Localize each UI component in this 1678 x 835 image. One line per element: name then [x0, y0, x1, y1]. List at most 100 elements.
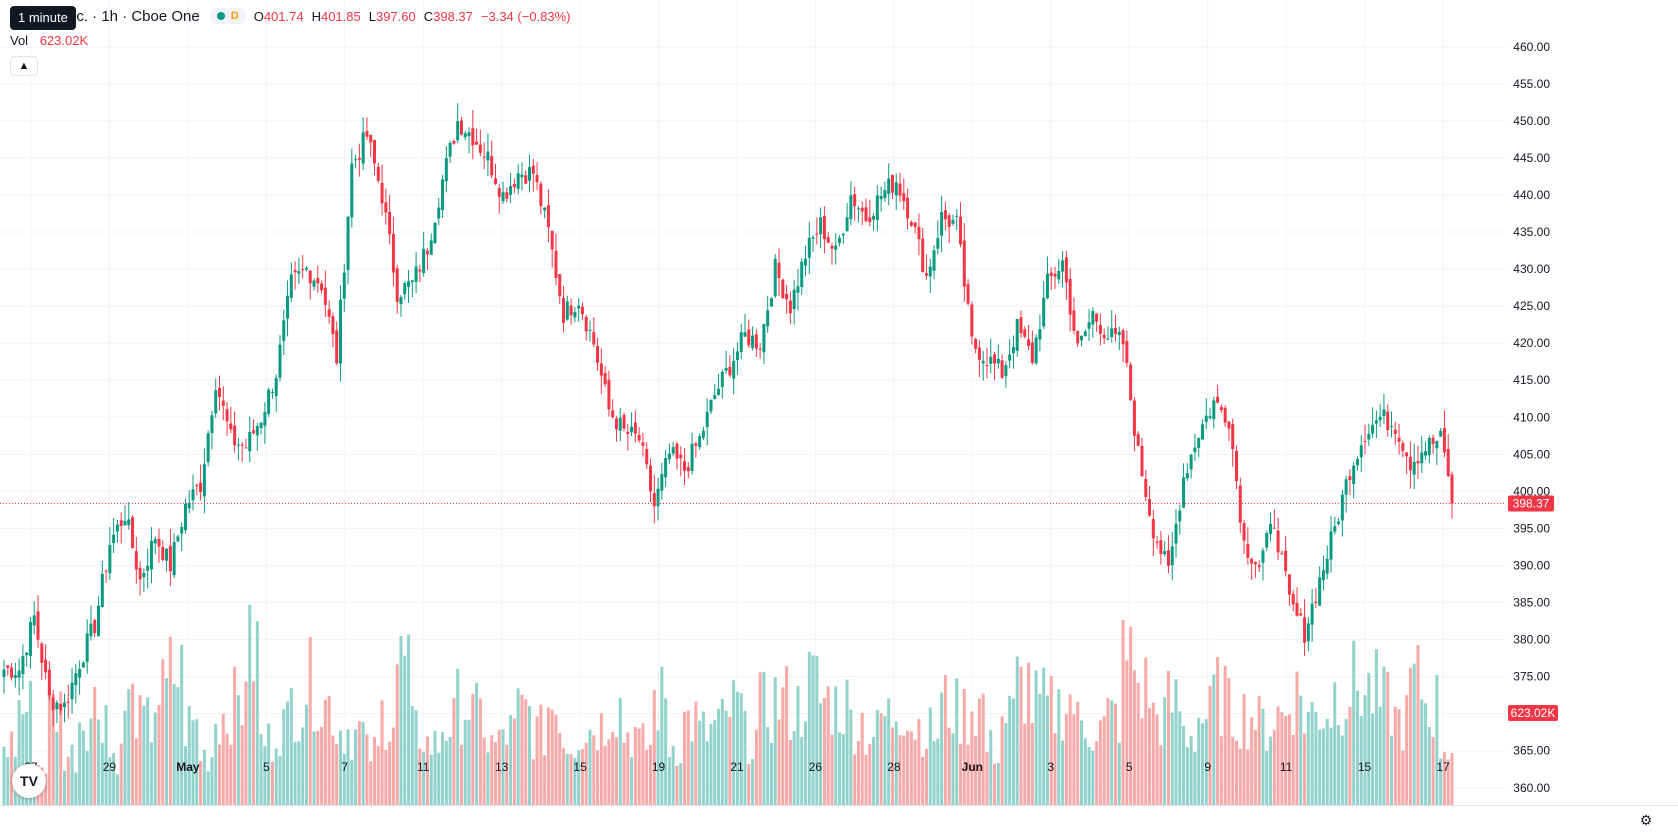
- volume-bar: [1030, 722, 1034, 805]
- volume-bar: [478, 698, 482, 805]
- candle-body: [1023, 329, 1027, 337]
- tradingview-logo-icon[interactable]: TV: [12, 764, 46, 798]
- candle-body: [804, 258, 808, 266]
- gear-icon[interactable]: ⚙: [1639, 812, 1653, 828]
- ohlc-o: O401.74: [253, 8, 304, 24]
- candle-body: [131, 517, 135, 549]
- candle-body: [459, 120, 463, 135]
- candle-body: [59, 703, 63, 711]
- candle-body: [531, 165, 535, 174]
- volume-bar: [149, 742, 153, 805]
- candle-body: [1129, 364, 1133, 401]
- candle-body: [788, 300, 792, 314]
- volume-bar: [603, 745, 607, 805]
- volume-bar: [1390, 735, 1394, 805]
- volume-bar: [100, 742, 104, 805]
- volume-bar: [705, 741, 709, 805]
- candle-body: [89, 623, 93, 637]
- candle-body: [947, 215, 951, 227]
- candle-body: [1450, 474, 1454, 504]
- candle-body: [951, 219, 955, 224]
- volume-bar: [191, 720, 195, 805]
- volume-bar: [879, 713, 883, 805]
- volume-bar: [229, 744, 233, 805]
- volume-bar: [244, 681, 248, 805]
- candle-body: [1083, 331, 1087, 337]
- candle-body: [577, 305, 581, 309]
- volume-bar: [936, 738, 940, 805]
- volume-bar: [85, 750, 89, 805]
- candle-body: [660, 473, 664, 491]
- candle-body: [1178, 510, 1182, 522]
- candle-body: [10, 667, 14, 678]
- volume-bar: [441, 732, 445, 805]
- volume-bar: [773, 677, 777, 805]
- candle-body: [1079, 335, 1083, 341]
- volume-bar: [580, 749, 584, 805]
- candle-body: [62, 702, 66, 708]
- volume-bar: [1079, 720, 1083, 805]
- volume-bar: [1303, 733, 1307, 805]
- volume-bar: [683, 711, 687, 805]
- volume-bar: [1344, 718, 1348, 805]
- candle-body: [214, 390, 218, 414]
- candle-body: [1004, 364, 1008, 377]
- volume-bar: [297, 741, 301, 805]
- candle-body: [244, 447, 248, 449]
- candle-body: [1231, 424, 1235, 450]
- price-tick-label: 365.00: [1513, 744, 1550, 758]
- candle-body: [1355, 459, 1359, 466]
- collapse-legend-button[interactable]: ▲: [10, 56, 38, 76]
- candle-body: [44, 659, 48, 673]
- candle-body: [1321, 570, 1325, 581]
- symbol-name[interactable]: nc. · 1h · Cboe One: [68, 7, 200, 25]
- candle-body: [921, 238, 925, 273]
- candle-body: [1269, 523, 1273, 534]
- volume-bar: [490, 735, 494, 805]
- candle-body: [1057, 270, 1061, 280]
- volume-bar: [913, 739, 917, 805]
- volume-bar: [807, 651, 811, 805]
- candle-body: [603, 372, 607, 385]
- candle-body: [388, 211, 392, 235]
- volume-bar: [463, 719, 467, 805]
- candle-body: [645, 449, 649, 465]
- volume-bar: [414, 710, 418, 805]
- candle-body: [1333, 526, 1337, 532]
- volume-bar: [1231, 736, 1235, 805]
- volume-bar: [1291, 734, 1295, 805]
- candle-body: [819, 217, 823, 235]
- volume-bar: [195, 719, 199, 805]
- candle-body: [1352, 465, 1356, 484]
- volume-bar: [974, 735, 978, 805]
- volume-bar: [792, 731, 796, 805]
- volume-bar: [618, 697, 622, 805]
- volume-bar: [263, 746, 267, 805]
- candle-body: [1420, 452, 1424, 464]
- volume-bar: [985, 752, 989, 805]
- candle-body: [183, 503, 187, 531]
- volume-bar: [512, 718, 516, 805]
- candle-body: [202, 464, 206, 497]
- volume-bar: [675, 765, 679, 805]
- volume-label: Vol: [10, 33, 29, 48]
- volume-bar: [906, 730, 910, 805]
- volume-bar: [475, 682, 479, 805]
- volume-bar: [1087, 747, 1091, 805]
- candle-body: [974, 338, 978, 349]
- price-tick-label: 380.00: [1513, 633, 1550, 647]
- volume-bar: [660, 666, 664, 805]
- candle-body: [399, 297, 403, 305]
- candle-body: [267, 389, 271, 414]
- volume-bar: [1068, 694, 1072, 805]
- ohlc-values: O401.74 H401.85 L397.60 C398.37: [254, 8, 481, 25]
- market-status-pill[interactable]: D: [209, 8, 246, 24]
- volume-bar: [233, 666, 237, 805]
- volume-bar: [1125, 660, 1129, 805]
- candle-body: [1045, 273, 1049, 299]
- volume-bar: [630, 757, 634, 805]
- candle-body: [1442, 428, 1446, 453]
- volume-bar: [520, 694, 524, 805]
- volume-bar: [1114, 703, 1118, 805]
